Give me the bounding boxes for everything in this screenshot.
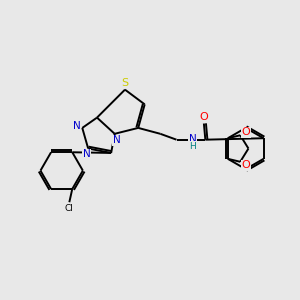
- Text: Cl: Cl: [64, 204, 73, 213]
- Text: O: O: [200, 112, 208, 122]
- Text: N: N: [112, 135, 120, 145]
- Text: N: N: [188, 134, 196, 144]
- Text: N: N: [83, 149, 91, 159]
- Text: S: S: [122, 78, 128, 88]
- Text: N: N: [73, 122, 81, 131]
- Text: O: O: [242, 127, 250, 137]
- Text: O: O: [242, 160, 250, 170]
- Text: H: H: [189, 142, 196, 151]
